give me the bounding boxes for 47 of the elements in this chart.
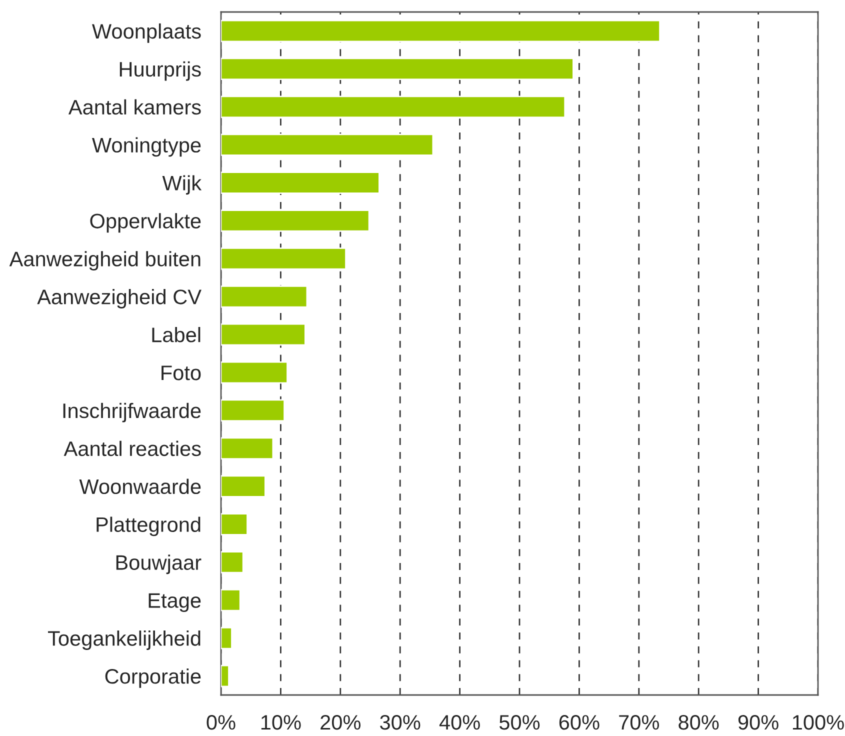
y-tick-label: Bouwjaar <box>116 554 202 574</box>
bar <box>221 134 434 156</box>
x-tick-label: 80% <box>678 714 719 730</box>
x-tick-label: 0% <box>206 714 236 730</box>
y-tick-label: Plattegrond <box>96 516 200 536</box>
y-tick-label: Oppervlakte <box>90 213 201 233</box>
bar <box>221 513 248 536</box>
x-tick-label: 20% <box>320 714 361 730</box>
x-tick-label: 50% <box>499 714 540 730</box>
y-tick-label: Wijk <box>162 175 202 195</box>
bar <box>221 285 308 308</box>
y-tick-label: Huurprijs <box>120 61 201 81</box>
x-tick-label: 90% <box>738 714 778 730</box>
bar <box>221 323 306 346</box>
y-tick-label: Aantal kamers <box>68 99 201 115</box>
x-tick-label: 40% <box>439 714 480 730</box>
bar <box>221 664 230 688</box>
bar <box>221 551 244 574</box>
bar <box>221 248 346 270</box>
y-tick-label: Label <box>152 326 200 342</box>
bar <box>221 626 232 650</box>
bar <box>221 399 285 422</box>
bar <box>221 96 566 118</box>
y-tick-label: Aanwezigheid buiten <box>9 251 200 271</box>
y-tick-label: Aantal reacties <box>64 440 201 456</box>
bar <box>221 58 574 80</box>
bar <box>221 361 288 384</box>
y-tick-label: Foto <box>162 366 201 380</box>
bar <box>221 172 380 194</box>
x-tick-label: 30% <box>380 714 420 730</box>
y-tick-label: Aanwezigheid CV <box>37 289 202 308</box>
y-tick-label: Etage <box>148 593 201 612</box>
x-tick-label: 100% <box>792 714 844 730</box>
bar <box>221 475 266 498</box>
x-tick-label: 70% <box>619 714 660 730</box>
y-tick-label: Woonplaats <box>92 23 201 43</box>
y-tick-label: Corporatie <box>105 668 201 688</box>
y-tick-label: Woonwaarde <box>79 478 201 494</box>
bar <box>221 437 274 460</box>
y-tick-label: Toegankelijkheid <box>48 630 200 650</box>
y-tick-label: Inschrijfwaarde <box>63 402 201 422</box>
bar <box>221 589 241 612</box>
bar <box>221 210 370 232</box>
x-tick-label: 60% <box>559 714 600 730</box>
x-tick-label: 10% <box>261 714 301 730</box>
y-tick-label: Woningtype <box>92 137 201 157</box>
bar <box>221 20 660 42</box>
